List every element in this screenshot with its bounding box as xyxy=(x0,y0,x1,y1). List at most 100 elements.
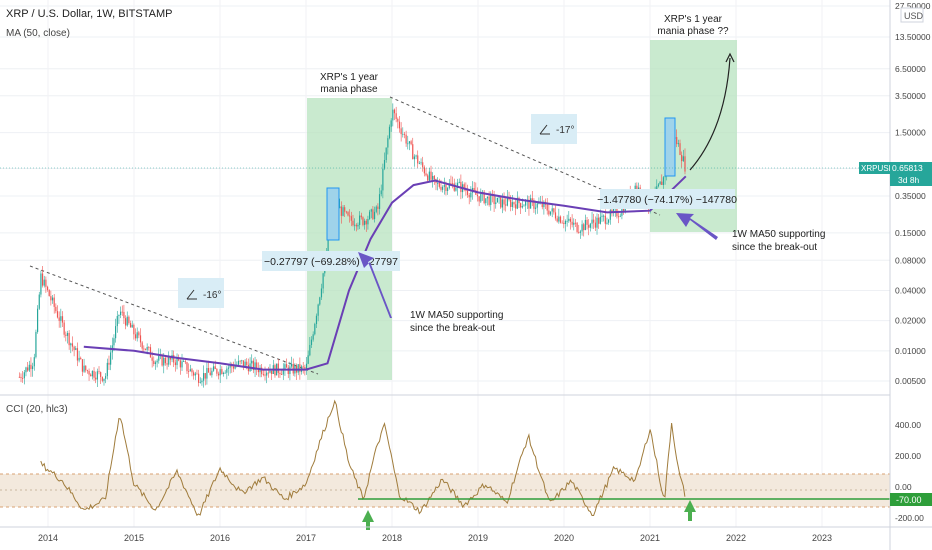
candle-body xyxy=(90,374,92,377)
candle-body xyxy=(45,279,47,287)
candle-body xyxy=(212,366,215,371)
candle-body xyxy=(68,332,70,346)
candle-body xyxy=(299,364,301,372)
candle-body xyxy=(123,311,125,319)
candle-body xyxy=(354,224,356,226)
candle-body xyxy=(516,197,518,209)
candle-body xyxy=(322,273,324,289)
candle-body xyxy=(199,382,201,384)
candle-body xyxy=(344,207,346,212)
candle-body xyxy=(340,206,342,216)
candle-body xyxy=(242,360,245,367)
candle-body xyxy=(418,163,420,165)
candle-body xyxy=(521,205,523,208)
candle-body xyxy=(601,215,603,217)
candle-body xyxy=(619,215,621,217)
candle-body xyxy=(153,360,155,365)
candle-body xyxy=(661,181,663,185)
candle-body xyxy=(320,288,323,298)
symbol-title[interactable]: XRP / U.S. Dollar, 1W, BITSTAMP xyxy=(6,8,172,20)
candle-body xyxy=(365,220,367,225)
candle-body xyxy=(490,194,492,205)
candle-body xyxy=(360,215,362,218)
candle-body xyxy=(22,378,24,379)
candle-body xyxy=(586,219,588,225)
candle-body xyxy=(541,202,543,208)
candle-body xyxy=(285,364,288,368)
price-tick-9: 0.04000 xyxy=(895,285,926,295)
candle-body xyxy=(503,199,505,205)
candle-body xyxy=(468,195,470,198)
candle-body xyxy=(410,141,412,145)
candle-body xyxy=(525,201,527,206)
candle-body xyxy=(613,209,615,212)
candle-body xyxy=(636,185,638,190)
candle-body xyxy=(427,175,429,181)
candle-body xyxy=(543,201,545,208)
cci-axis[interactable]: 400.00 200.00 0.00 -200.00 xyxy=(895,420,924,523)
price-tick-2: 6.50000 xyxy=(895,64,926,74)
candle-body xyxy=(138,332,140,336)
candle-body xyxy=(121,311,123,313)
candle-body xyxy=(367,218,369,225)
angle-box-right xyxy=(531,114,577,144)
candle-body xyxy=(500,197,502,208)
candle-body xyxy=(307,355,309,364)
candle-body xyxy=(297,364,299,373)
candle-body xyxy=(466,190,469,196)
candle-body xyxy=(506,197,508,206)
candle-body xyxy=(556,218,558,222)
candle-body xyxy=(56,311,59,318)
price-tick-0: 27.50000 xyxy=(895,1,931,11)
time-axis[interactable]: 2014 2015 2016 2017 2018 2019 2020 2021 2022 2023 xyxy=(38,533,832,543)
candle-body xyxy=(350,216,352,221)
candle-body xyxy=(554,212,557,219)
candle-body xyxy=(501,199,503,208)
candle-body xyxy=(93,370,95,378)
candle-body xyxy=(395,113,397,119)
candle-body xyxy=(50,296,52,301)
candle-body xyxy=(211,370,213,376)
candle-body xyxy=(373,211,376,220)
candle-body xyxy=(548,210,550,215)
candle-body xyxy=(355,224,357,227)
candle-body xyxy=(622,208,625,213)
candle-body xyxy=(113,338,115,346)
candle-body xyxy=(261,367,263,375)
time-tick-7: 2021 xyxy=(640,533,660,543)
price-tag-countdown: 3d 8h xyxy=(898,175,920,185)
cci-indicator-label[interactable]: CCI (20, hlc3) xyxy=(6,404,68,415)
candle-body xyxy=(465,189,467,191)
ma-indicator-label[interactable]: MA (50, close) xyxy=(6,28,70,39)
candle-body xyxy=(266,372,268,376)
candle-body xyxy=(583,224,585,231)
candle-body xyxy=(232,366,235,369)
candle-body xyxy=(314,324,316,335)
candle-body xyxy=(581,224,583,232)
candle-body xyxy=(164,357,167,364)
candle-body xyxy=(144,348,147,350)
candle-body xyxy=(312,334,314,340)
candle-body xyxy=(234,365,236,369)
candle-body xyxy=(227,367,230,369)
mania-label-1-line1: XRP's 1 year xyxy=(320,72,379,83)
candle-body xyxy=(146,347,148,350)
candle-body xyxy=(684,156,686,172)
time-tick-9: 2023 xyxy=(812,533,832,543)
candle-body xyxy=(445,184,447,191)
candle-body xyxy=(305,363,308,369)
support-label-1-line2: since the break-out xyxy=(410,323,495,334)
candle-body xyxy=(48,289,50,297)
candle-body xyxy=(450,183,452,184)
candle-body xyxy=(229,364,231,368)
candle-body xyxy=(193,372,195,376)
candle-body xyxy=(566,220,568,222)
candle-body xyxy=(483,191,485,204)
candle-body xyxy=(267,372,269,374)
candle-body xyxy=(375,206,377,212)
time-tick-6: 2020 xyxy=(554,533,574,543)
candle-body xyxy=(456,182,459,188)
trendline-2018-2021 xyxy=(389,96,661,216)
currency-button[interactable] xyxy=(900,7,924,23)
